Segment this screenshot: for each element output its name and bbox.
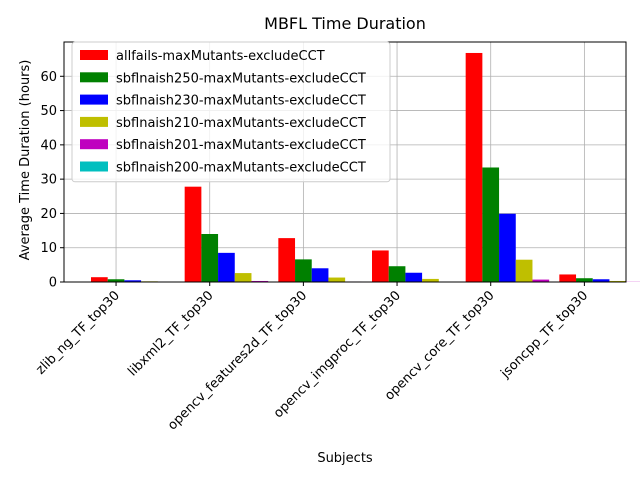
bar bbox=[278, 238, 296, 282]
legend-swatch bbox=[80, 161, 108, 172]
x-axis-title: Subjects bbox=[317, 451, 373, 466]
y-tick-label: 50 bbox=[40, 104, 57, 119]
bar bbox=[124, 280, 142, 282]
legend-label: allfails-maxMutants-excludeCCT bbox=[116, 49, 325, 64]
bar bbox=[184, 186, 202, 282]
bar bbox=[515, 259, 533, 282]
y-tick-label: 30 bbox=[40, 173, 57, 188]
legend-swatch bbox=[80, 50, 108, 60]
bar bbox=[559, 274, 577, 282]
legend-label: sbflnaish210-maxMutants-excludeCCT bbox=[116, 116, 366, 131]
y-axis-title: Average Time Duration (hours) bbox=[18, 60, 33, 261]
legend-swatch bbox=[80, 139, 108, 150]
bar bbox=[328, 277, 346, 282]
y-axis-ticks: 0 10 20 30 40 50 60 bbox=[40, 70, 64, 291]
bar bbox=[218, 252, 235, 282]
bar bbox=[465, 52, 483, 282]
bar bbox=[107, 279, 125, 282]
bar bbox=[532, 279, 550, 282]
legend-swatch bbox=[80, 72, 108, 83]
bar bbox=[609, 280, 627, 282]
bar bbox=[592, 279, 610, 282]
bar bbox=[388, 266, 406, 282]
legend-label: sbflnaish200-maxMutants-excludeCCT bbox=[116, 161, 366, 176]
legend-swatch bbox=[80, 94, 108, 105]
y-tick-label: 40 bbox=[40, 138, 57, 153]
legend-label: sbflnaish250-maxMutants-excludeCCT bbox=[116, 71, 366, 86]
y-tick-label: 0 bbox=[49, 276, 57, 291]
bar bbox=[405, 272, 423, 282]
bar bbox=[576, 278, 593, 282]
bars bbox=[91, 52, 640, 282]
bar bbox=[91, 277, 108, 282]
bar bbox=[422, 278, 439, 282]
legend: allfails-maxMutants-excludeCCT sbflnaish2… bbox=[71, 41, 391, 183]
bar bbox=[482, 167, 500, 282]
chart-title: MBFL Time Duration bbox=[264, 14, 426, 33]
bar bbox=[234, 273, 252, 282]
bar bbox=[251, 280, 269, 282]
bar bbox=[372, 250, 389, 282]
bar bbox=[295, 259, 312, 282]
legend-label: sbflnaish230-maxMutants-excludeCCT bbox=[116, 94, 366, 109]
legend-swatch bbox=[80, 116, 108, 127]
y-tick-label: 60 bbox=[40, 70, 57, 85]
legend-box bbox=[71, 41, 391, 183]
y-tick-label: 10 bbox=[40, 241, 57, 256]
bar bbox=[311, 268, 329, 282]
bar bbox=[499, 213, 516, 282]
legend-label: sbflnaish201-maxMutants-excludeCCT bbox=[116, 138, 366, 153]
y-tick-label: 20 bbox=[40, 207, 57, 222]
bar bbox=[201, 234, 219, 282]
